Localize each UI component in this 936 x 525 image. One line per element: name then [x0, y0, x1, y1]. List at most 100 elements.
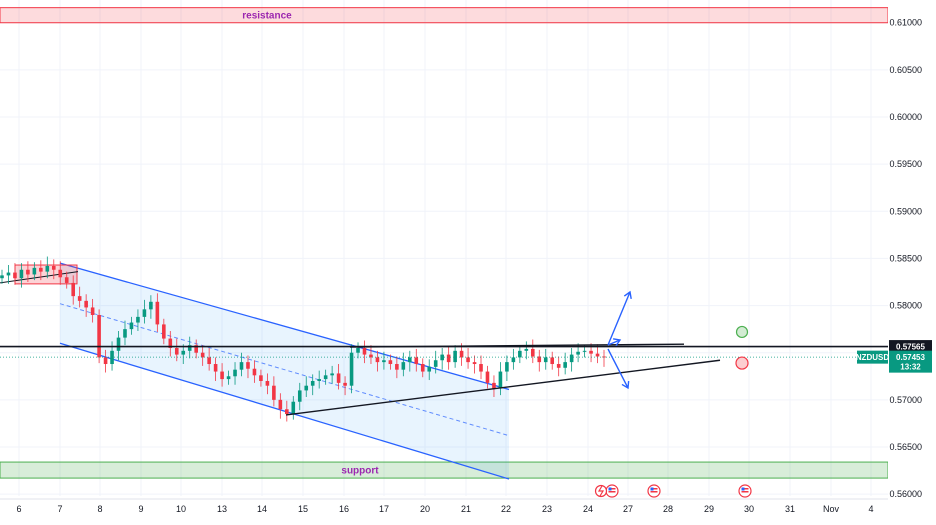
candle-body: [39, 267, 43, 272]
candle: [252, 360, 257, 383]
lightning-icon[interactable]: [594, 484, 608, 498]
candle: [349, 344, 354, 394]
flag-canton: [741, 487, 745, 491]
candle: [420, 358, 425, 378]
arrow-down[interactable]: [607, 348, 629, 389]
candle-body: [142, 309, 147, 317]
candle-body: [51, 265, 56, 270]
candle: [116, 331, 121, 361]
candle-body: [181, 350, 186, 355]
x-tick-label: 7: [57, 504, 62, 514]
candle-body: [479, 364, 483, 372]
x-tick-label: 10: [176, 504, 186, 514]
candle-body: [550, 357, 555, 365]
candle-body: [369, 354, 373, 358]
candle-body: [362, 347, 367, 355]
x-tick-label: 31: [785, 504, 795, 514]
support-zone[interactable]: [0, 461, 889, 479]
candle-body: [77, 296, 82, 301]
candle-body: [401, 362, 406, 370]
channel-midline: [59, 303, 510, 437]
candle: [123, 320, 127, 346]
candle: [336, 364, 341, 390]
candle-body: [349, 352, 354, 386]
candle-body: [220, 371, 224, 380]
candle-body: [498, 371, 503, 389]
candle: [466, 347, 470, 369]
x-tick-label: 22: [501, 504, 511, 514]
candle: [259, 369, 263, 387]
candle-body: [589, 350, 593, 354]
us-flag-icon[interactable]: [647, 484, 661, 498]
candle-body: [524, 348, 529, 351]
candle: [433, 350, 438, 374]
us-flag-icon[interactable]: [605, 484, 619, 498]
candle: [181, 344, 186, 365]
candle: [97, 309, 101, 364]
candle: [408, 350, 412, 372]
candle: [505, 355, 509, 381]
candle-body: [427, 366, 432, 372]
candle-body: [103, 357, 108, 365]
resistance-zone[interactable]: [0, 7, 889, 24]
candle-body: [440, 354, 444, 361]
candle-body: [446, 354, 451, 363]
candle-body: [129, 322, 134, 330]
candle: [479, 355, 483, 380]
candle: [272, 376, 276, 407]
arrow-mid[interactable]: [607, 339, 621, 346]
candle-body: [58, 269, 63, 278]
candle: [6, 265, 11, 284]
candle-body: [26, 269, 30, 275]
candle-body: [304, 385, 309, 391]
x-tick-label: 20: [420, 504, 430, 514]
candle: [136, 309, 140, 332]
candle-body: [6, 272, 11, 276]
candle-body: [485, 371, 490, 383]
candle-body: [285, 409, 289, 414]
triangle-lower-line[interactable]: [285, 359, 721, 416]
candle-body: [149, 301, 153, 310]
candle: [563, 352, 567, 375]
candle: [0, 269, 4, 284]
flag-stripe: [608, 488, 616, 490]
candle-body: [420, 364, 425, 372]
candle-body: [116, 337, 121, 351]
candle: [213, 357, 218, 381]
candle-body: [13, 272, 17, 279]
candle: [233, 362, 237, 385]
candle-body: [97, 314, 101, 358]
arrow-up[interactable]: [607, 291, 631, 346]
x-tick-label: 30: [744, 504, 754, 514]
channel-upper-line[interactable]: [59, 262, 510, 391]
candle-body: [556, 364, 561, 368]
triangle-upper-line[interactable]: [349, 343, 685, 348]
bearish-marker[interactable]: [735, 356, 749, 370]
us-flag-icon[interactable]: [738, 484, 752, 498]
x-tick-label: 16: [339, 504, 349, 514]
candle: [155, 293, 160, 332]
flag-stripe: [741, 491, 749, 493]
candle-body: [466, 357, 470, 363]
x-tick-label: 6: [16, 504, 21, 514]
x-tick-label: 13: [217, 504, 227, 514]
candle: [569, 347, 574, 372]
candle-body: [71, 282, 76, 297]
candle-body: [459, 350, 464, 358]
candle-body: [433, 360, 438, 367]
level-price-text: 0.57565: [896, 343, 925, 352]
symbol-badge: [857, 350, 888, 364]
channel-lower-line[interactable]: [59, 342, 510, 480]
candle: [45, 256, 50, 279]
candle: [395, 356, 399, 379]
flag-canton: [650, 487, 654, 491]
candle: [103, 349, 108, 373]
candle: [142, 299, 147, 324]
box-trend-line[interactable]: [0, 271, 79, 284]
candle: [26, 261, 30, 282]
bullish-marker[interactable]: [735, 325, 749, 339]
candle-body: [187, 345, 192, 351]
flag-stripe: [650, 488, 658, 490]
